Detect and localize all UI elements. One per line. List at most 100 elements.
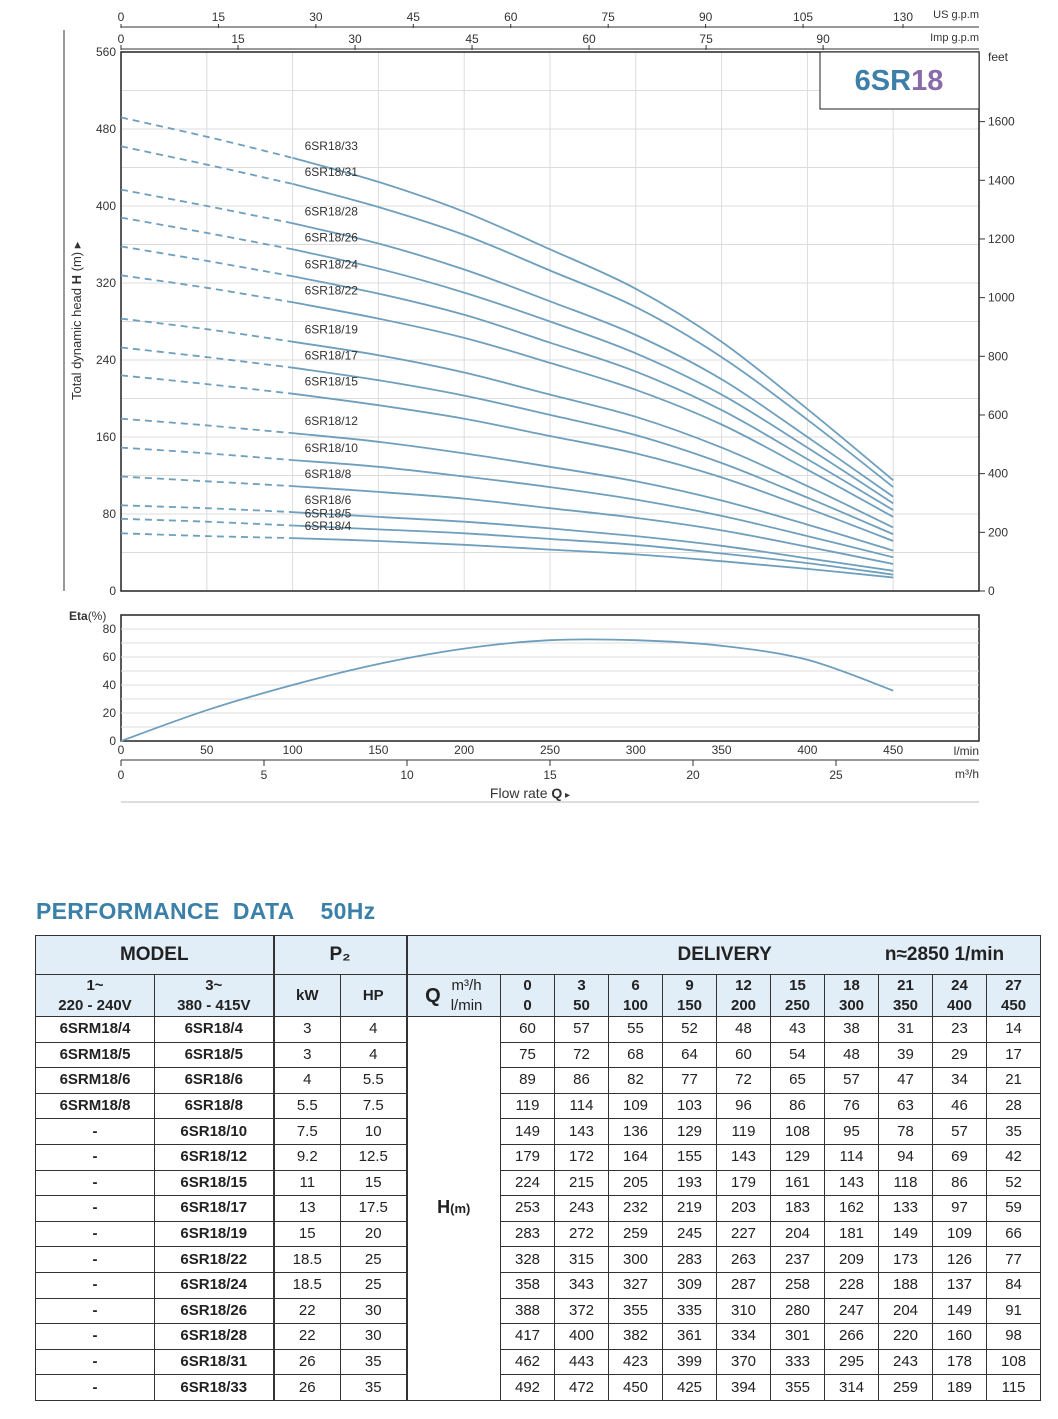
head-value: 224 bbox=[500, 1169, 556, 1197]
m3h-tick-label: 5 bbox=[261, 768, 268, 782]
single-phase-model: - bbox=[35, 1118, 155, 1145]
head-value: 247 bbox=[824, 1297, 880, 1325]
single-phase-header: 1~ 220 - 240V bbox=[35, 974, 155, 1017]
us-gpm-tick-label: 15 bbox=[212, 10, 226, 24]
head-value: 143 bbox=[716, 1143, 772, 1171]
head-unit: (m) bbox=[450, 1201, 471, 1217]
head-value: 259 bbox=[608, 1220, 664, 1248]
head-value: 149 bbox=[932, 1297, 988, 1325]
head-value: 333 bbox=[770, 1348, 826, 1376]
head-value: 78 bbox=[878, 1118, 934, 1145]
hp-header: HP bbox=[340, 974, 408, 1017]
head-value: 97 bbox=[932, 1195, 988, 1222]
q-col-2: 6 100 bbox=[608, 974, 664, 1017]
us-gpm-unit: US g.p.m bbox=[933, 9, 979, 21]
head-value: 243 bbox=[878, 1348, 934, 1376]
lmin-tick-label: 400 bbox=[797, 743, 817, 757]
single-phase-model: - bbox=[35, 1348, 155, 1376]
head-value: 108 bbox=[986, 1348, 1042, 1376]
us-gpm-tick-label: 0 bbox=[118, 10, 125, 24]
single-phase-model: - bbox=[35, 1246, 155, 1273]
power-kw: 13 bbox=[273, 1195, 342, 1222]
head-value: 118 bbox=[878, 1169, 934, 1197]
curve-label: 6SR18/10 bbox=[305, 441, 359, 455]
head-value: 334 bbox=[716, 1323, 772, 1350]
curve-series-line bbox=[292, 340, 894, 529]
head-value: 64 bbox=[662, 1041, 718, 1069]
head-value: 143 bbox=[554, 1118, 610, 1145]
curve-series-line bbox=[292, 183, 894, 488]
power-kw: 3 bbox=[273, 1016, 342, 1043]
curve-series-line bbox=[292, 157, 894, 481]
power-kw: 15 bbox=[273, 1220, 342, 1248]
table-row: 6SRM18/8 6SR18/8 5.5 7.5 119 114 109 103 96 86 76 6… bbox=[35, 1092, 1042, 1120]
head-value: 394 bbox=[716, 1374, 772, 1401]
head-value: 21 bbox=[986, 1067, 1042, 1094]
head-value: 309 bbox=[662, 1271, 718, 1299]
head-value: 89 bbox=[500, 1067, 556, 1094]
head-value: 86 bbox=[770, 1092, 826, 1120]
three-phase-model: 6SR18/22 bbox=[153, 1246, 275, 1273]
head-value: 72 bbox=[716, 1067, 772, 1094]
feet-tick-label: 200 bbox=[988, 525, 1008, 539]
table-row: -6SR18/15 11 15 224 215 205 193 179 161 143 118 86 5… bbox=[35, 1169, 1042, 1197]
efficiency-plot-frame bbox=[120, 614, 980, 742]
imp-gpm-tick-label: 75 bbox=[699, 32, 713, 46]
curve-label: 6SR18/8 bbox=[305, 467, 352, 481]
head-value: 343 bbox=[554, 1271, 610, 1299]
head-value: 109 bbox=[932, 1220, 988, 1248]
curve-label: 6SR18/24 bbox=[305, 257, 359, 271]
head-value: 232 bbox=[608, 1195, 664, 1222]
head-value: 103 bbox=[662, 1092, 718, 1120]
curve-dashed-segment bbox=[120, 446, 293, 461]
head-value: 295 bbox=[824, 1348, 880, 1376]
power-hp: 7.5 bbox=[340, 1092, 408, 1120]
single-phase-model: - bbox=[35, 1297, 155, 1325]
head-value: 29 bbox=[932, 1041, 988, 1069]
head-value: 52 bbox=[986, 1169, 1042, 1197]
single-phase-symbol: 1~ bbox=[86, 976, 104, 994]
head-value: 263 bbox=[716, 1246, 772, 1273]
head-value: 28 bbox=[986, 1092, 1042, 1120]
head-value: 60 bbox=[716, 1041, 772, 1069]
curve-dashed-segment bbox=[120, 346, 293, 369]
q-col-8: 24 400 bbox=[932, 974, 988, 1017]
feet-tick-label: 600 bbox=[988, 408, 1008, 422]
power-kw: 7.5 bbox=[273, 1118, 342, 1145]
performance-table: MODEL P₂ DELIVERY n≈2850 1/min 1~ 220 - … bbox=[34, 935, 1042, 1401]
p2-header: P₂ bbox=[273, 935, 408, 975]
q-symbol: Q bbox=[425, 984, 441, 1007]
imp-gpm-tick-label: 45 bbox=[465, 32, 479, 46]
lmin-tick-label: 300 bbox=[626, 743, 646, 757]
head-tick-label: 160 bbox=[96, 430, 116, 444]
head-value: 82 bbox=[608, 1067, 664, 1094]
three-phase-model: 6SR18/6 bbox=[153, 1067, 275, 1094]
curve-dashed-segment bbox=[120, 317, 293, 343]
table-row: -6SR18/10 7.5 10 149 143 136 129 119 108 95 78 57 35 bbox=[35, 1118, 1042, 1145]
curve-series-line bbox=[292, 485, 894, 565]
single-phase-model: 6SRM18/8 bbox=[35, 1092, 155, 1120]
head-value: 31 bbox=[878, 1016, 934, 1043]
head-value: 47 bbox=[878, 1067, 934, 1094]
head-plot-frame bbox=[120, 51, 980, 592]
curve-label: 6SR18/6 bbox=[305, 493, 352, 507]
head-value: 183 bbox=[770, 1195, 826, 1222]
power-kw: 9.2 bbox=[273, 1143, 342, 1171]
curve-dashed-segment bbox=[120, 475, 293, 487]
head-value: 42 bbox=[986, 1143, 1042, 1171]
head-value: 52 bbox=[662, 1016, 718, 1043]
power-hp: 4 bbox=[340, 1041, 408, 1069]
head-value: 258 bbox=[770, 1271, 826, 1299]
head-value: 57 bbox=[824, 1067, 880, 1094]
power-hp: 20 bbox=[340, 1220, 408, 1248]
q-col-3: 9 150 bbox=[662, 974, 718, 1017]
m3h-tick-label: 0 bbox=[118, 768, 125, 782]
curve-dashed-segment bbox=[120, 116, 293, 159]
curve-label: 6SR18/4 bbox=[305, 519, 352, 533]
head-value: 315 bbox=[554, 1246, 610, 1273]
head-value: 204 bbox=[770, 1220, 826, 1248]
head-value: 382 bbox=[608, 1323, 664, 1350]
single-phase-model: - bbox=[35, 1271, 155, 1299]
eta-tick-label: 60 bbox=[103, 650, 117, 664]
feet-tick-label: 400 bbox=[988, 467, 1008, 481]
